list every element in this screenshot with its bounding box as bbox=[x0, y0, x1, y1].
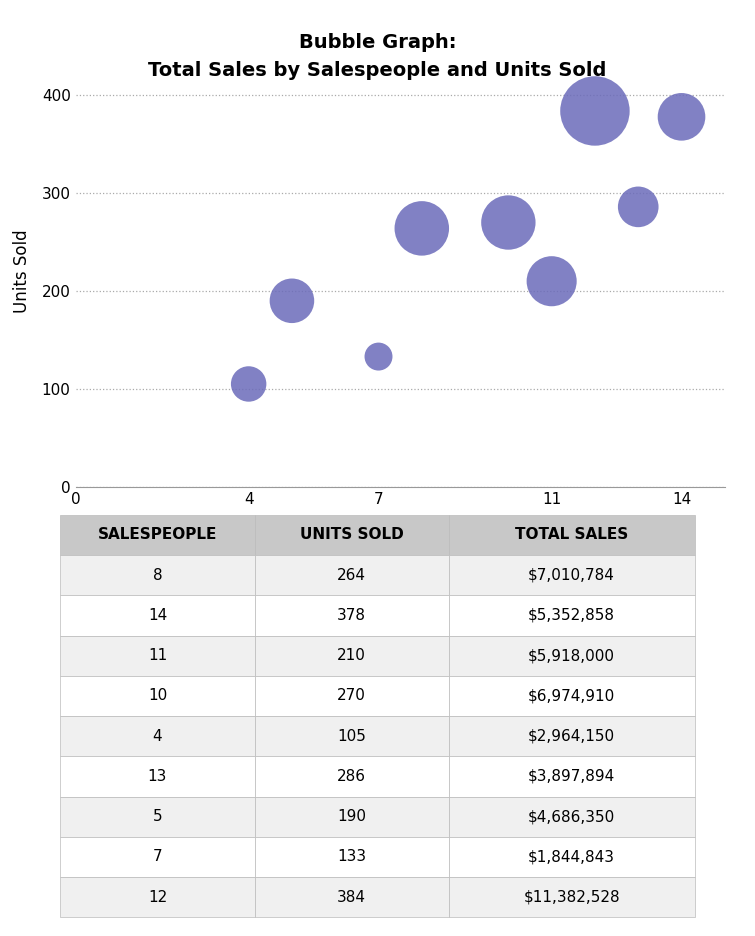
Point bbox=[676, 110, 688, 124]
Point bbox=[242, 376, 254, 391]
X-axis label: Salespeople: Salespeople bbox=[350, 518, 451, 535]
Point bbox=[416, 221, 428, 236]
Point bbox=[632, 199, 644, 214]
Point bbox=[372, 349, 384, 364]
Point bbox=[546, 273, 558, 288]
Text: Total Sales by Salespeople and Units Sold: Total Sales by Salespeople and Units Sol… bbox=[148, 61, 607, 80]
Point bbox=[502, 215, 514, 230]
Text: Bubble Graph:: Bubble Graph: bbox=[299, 33, 456, 51]
Point bbox=[286, 293, 298, 308]
Y-axis label: Units Sold: Units Sold bbox=[13, 229, 30, 314]
Point bbox=[589, 104, 601, 119]
